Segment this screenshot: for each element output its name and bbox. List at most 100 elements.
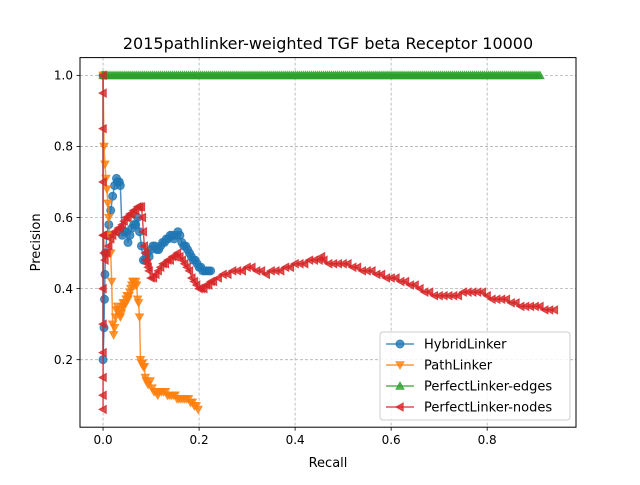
legend-marker-perfectlinker-edges — [395, 380, 405, 390]
pathlinker-point — [133, 299, 144, 308]
pathlinker-point — [139, 363, 150, 372]
pathlinker-point — [108, 331, 119, 340]
legend-marker-hybridlinker — [395, 339, 405, 349]
perfectlinker-nodes-point — [424, 287, 434, 298]
perfectlinker-nodes-point — [103, 241, 113, 251]
perfectlinker-nodes-point — [366, 265, 376, 276]
perfectlinker-nodes-point — [342, 258, 352, 269]
pathlinker-point — [102, 185, 112, 195]
perfectlinker-nodes-point — [101, 248, 111, 258]
x-tick-label: 0.2 — [190, 433, 209, 447]
legend-label-perfectlinker-nodes: PerfectLinker-nodes — [424, 401, 552, 416]
y-tick-label: 0.2 — [54, 353, 73, 367]
perfectlinker-nodes-point — [501, 294, 511, 305]
perfectlinker-edges-point — [535, 70, 545, 80]
perfectlinker-nodes-series — [98, 70, 559, 415]
legend-label-hybridlinker: HybridLinker — [424, 338, 507, 353]
perfectlinker-nodes-point — [98, 88, 107, 98]
perfectlinker-nodes-point — [213, 273, 222, 283]
perfectlinker-nodes-point — [285, 262, 295, 273]
perfectlinker-nodes-point — [184, 265, 194, 276]
pathlinker-point — [103, 213, 114, 223]
legend-label-pathlinker: PathLinker — [424, 359, 493, 374]
pathlinker-point — [131, 281, 142, 291]
perfectlinker-nodes-point — [318, 255, 328, 266]
perfectlinker-nodes-point — [237, 265, 246, 276]
perfectlinker-nodes-point — [98, 123, 107, 134]
perfectlinker-nodes-point — [246, 262, 256, 273]
hybridlinker-point — [206, 266, 216, 276]
y-tick-label: 1.0 — [54, 69, 73, 83]
perfectlinker-nodes-point — [144, 265, 153, 276]
y-tick-label: 0.8 — [54, 140, 73, 154]
perfectlinker-nodes-point — [98, 404, 107, 415]
perfectlinker-edges-series — [98, 70, 545, 80]
pathlinker-point — [145, 377, 155, 387]
perfectlinker-nodes-point — [414, 283, 424, 294]
perfectlinker-nodes-point — [534, 301, 544, 312]
perfectlinker-nodes-point — [390, 273, 400, 283]
perfectlinker-nodes-point — [99, 255, 109, 266]
pathlinker-point — [109, 323, 120, 333]
perfectlinker-nodes-point — [98, 230, 108, 241]
pathlinker-point — [99, 142, 109, 152]
perfectlinker-nodes-point — [376, 269, 386, 280]
perfectlinker-nodes-point — [139, 241, 149, 251]
perfectlinker-nodes-point — [98, 319, 107, 329]
perfectlinker-nodes-point — [410, 280, 419, 290]
x-tick-label: 0.6 — [382, 433, 401, 447]
perfectlinker-nodes-point — [137, 212, 147, 223]
y-axis-label: Precision — [29, 213, 44, 271]
plot-frame — [79, 57, 577, 428]
legend-label-perfectlinker-edges: PerfectLinker-edges — [424, 380, 552, 395]
perfectlinker-nodes-point — [98, 347, 107, 358]
perfectlinker-nodes-point — [261, 269, 271, 280]
perfectlinker-nodes-point — [400, 276, 410, 287]
perfectlinker-nodes-point — [98, 283, 107, 294]
series-layer — [98, 70, 559, 415]
pathlinker-series — [98, 71, 203, 415]
perfectlinker-nodes-point — [98, 390, 107, 401]
perfectlinker-nodes-point — [477, 287, 487, 298]
tick-layer: 0.0 0.2 0.4 0.6 0.8 0.2 0.4 0.6 0.8 1.0 — [54, 69, 497, 448]
hybridlinker-point — [108, 191, 118, 201]
perfectlinker-nodes-point — [256, 265, 266, 276]
perfectlinker-nodes-point — [98, 177, 107, 187]
perfectlinker-nodes-point — [222, 269, 232, 280]
x-axis-label: Recall — [309, 456, 348, 471]
hybridlinker-series — [98, 70, 216, 365]
y-tick-label: 0.6 — [54, 211, 73, 225]
x-tick-label: 0.4 — [286, 433, 305, 447]
perfectlinker-nodes-point — [138, 226, 148, 237]
perfectlinker-nodes-point — [510, 297, 520, 308]
perfectlinker-nodes-point — [482, 290, 491, 301]
perfectlinker-nodes-point — [453, 290, 463, 301]
pathlinker-point — [116, 309, 127, 319]
pathlinker-point — [106, 277, 117, 287]
pathlinker-point — [193, 405, 203, 415]
legend-box — [379, 331, 571, 421]
hybridlinker-point — [99, 294, 109, 304]
perfectlinker-nodes-point — [136, 202, 146, 212]
hybridlinker-point — [115, 181, 125, 191]
hybridlinker-point — [100, 269, 110, 279]
perfectlinker-nodes-point — [275, 265, 285, 276]
perfectlinker-nodes-point — [98, 70, 107, 81]
pathlinker-point — [102, 199, 113, 209]
y-tick-label: 0.4 — [54, 282, 73, 296]
perfectlinker-nodes-point — [549, 305, 559, 315]
legend-marker-pathlinker — [395, 361, 405, 371]
perfectlinker-nodes-point — [299, 258, 309, 269]
perfectlinker-nodes-point — [98, 372, 107, 383]
legend-marker-perfectlinker-nodes — [394, 402, 404, 412]
chart-title: 2015pathlinker-weighted TGF beta Recepto… — [123, 34, 533, 53]
perfectlinker-nodes-point — [208, 276, 218, 287]
perfectlinker-nodes-point — [352, 262, 362, 273]
legend: HybridLinker PathLinker PerfectLinker-edge… — [379, 331, 571, 421]
perfectlinker-nodes-point — [140, 248, 150, 258]
pathlinker-point — [134, 313, 145, 323]
x-tick-label: 0.8 — [478, 433, 497, 447]
x-tick-label: 0.0 — [94, 433, 113, 447]
